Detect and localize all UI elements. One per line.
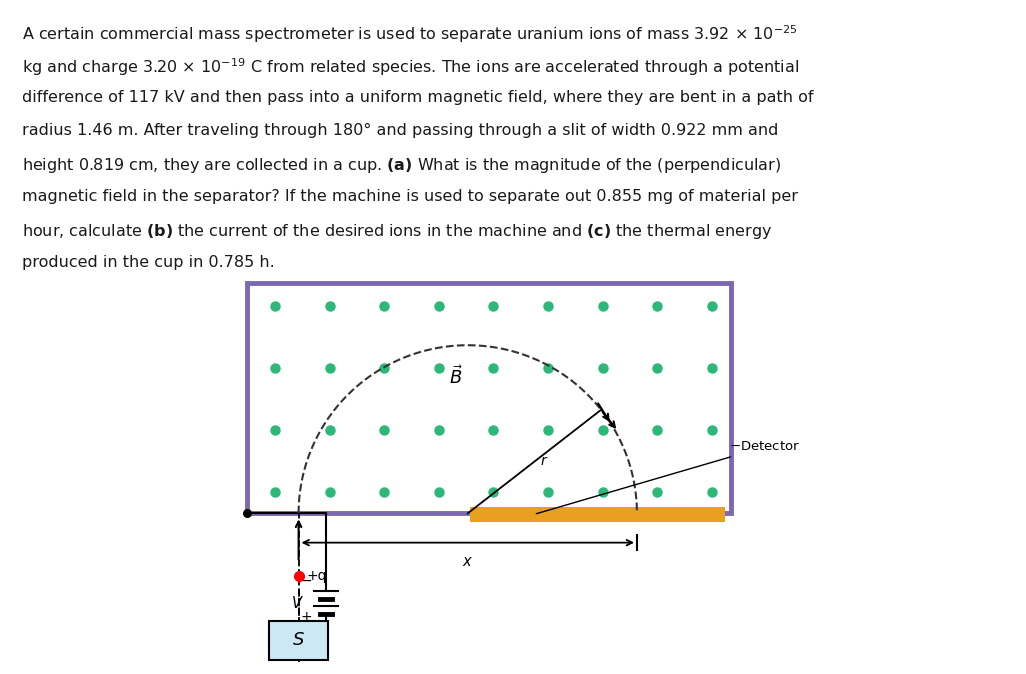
Text: $V$: $V$ — [290, 595, 304, 611]
Text: $+$: $+$ — [301, 610, 313, 624]
Text: $-$: $-$ — [301, 573, 313, 587]
Text: $S$: $S$ — [292, 632, 305, 649]
Text: $\vec{B}$: $\vec{B}$ — [449, 365, 463, 388]
Text: r: r — [541, 454, 546, 468]
Text: $x$: $x$ — [462, 553, 473, 569]
Text: hour, calculate $\mathbf{(b)}$ the current of the desired ions in the machine an: hour, calculate $\mathbf{(b)}$ the curre… — [23, 222, 773, 241]
Text: kg and charge 3.20 × 10$^{-19}$ C from related species. The ions are accelerated: kg and charge 3.20 × 10$^{-19}$ C from r… — [23, 57, 799, 78]
Text: radius 1.46 m. After traveling through 180° and passing through a slit of width : radius 1.46 m. After traveling through 1… — [23, 123, 779, 137]
Text: produced in the cup in 0.785 h.: produced in the cup in 0.785 h. — [23, 255, 275, 270]
Bar — [470, 507, 725, 522]
Text: A certain commercial mass spectrometer is used to separate uranium ions of mass : A certain commercial mass spectrometer i… — [23, 24, 798, 45]
Text: magnetic field in the separator? If the machine is used to separate out 0.855 mg: magnetic field in the separator? If the … — [23, 189, 798, 204]
Text: $-$Detector: $-$Detector — [537, 440, 800, 514]
Bar — [269, 621, 328, 660]
Text: height 0.819 cm, they are collected in a cup. $\mathbf{(a)}$ What is the magnitu: height 0.819 cm, they are collected in a… — [23, 156, 782, 175]
Text: difference of 117 kV and then pass into a uniform magnetic field, where they are: difference of 117 kV and then pass into … — [23, 90, 814, 104]
Text: +q: +q — [307, 569, 327, 583]
Bar — [247, 282, 732, 514]
